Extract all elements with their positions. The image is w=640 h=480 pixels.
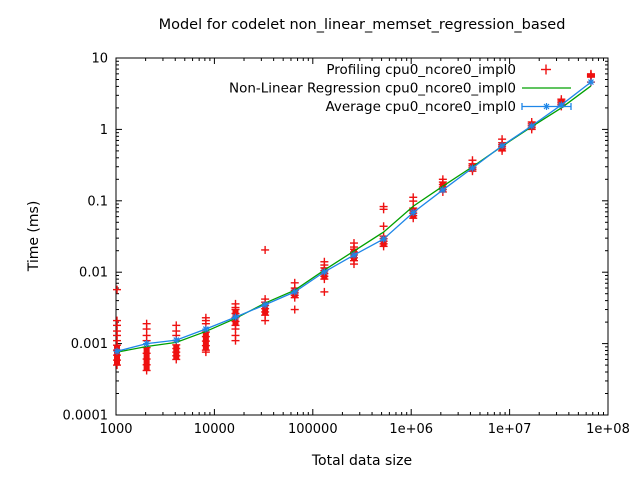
chart-title: Model for codelet non_linear_memset_regr… [159, 17, 566, 33]
x-axis-label: Total data size [311, 453, 412, 469]
legend-label-profiling: Profiling cpu0_ncore0_impl0 [326, 62, 516, 78]
y-tick-labels: 0.0001 0.001 0.01 0.1 1 10 [63, 52, 109, 424]
y-tick-label: 0.1 [87, 194, 108, 209]
legend-label-average: Average cpu0_ncore0_impl0 [325, 99, 516, 115]
legend-samples [521, 64, 572, 110]
x-tick-label: 1000 [99, 422, 132, 437]
y-tick-label: 1 [100, 123, 108, 138]
legend-label-regression: Non-Linear Regression cpu0_ncore0_impl0 [229, 81, 516, 97]
x-tick-label: 1e+06 [389, 422, 433, 437]
x-tick-label: 10000 [194, 422, 235, 437]
y-axis-label: Time (ms) [26, 201, 42, 273]
legend: Profiling cpu0_ncore0_impl0 Non-Linear R… [229, 62, 572, 115]
plot-frame [115, 57, 609, 416]
x-tick-label: 1e+07 [488, 422, 532, 437]
series-average-line [113, 78, 595, 355]
x-tick-label: 1e+08 [586, 422, 630, 437]
y-tick-label: 0.0001 [63, 409, 109, 424]
plot-border [115, 57, 609, 416]
axis-ticks [115, 57, 609, 416]
y-tick-label: 0.001 [71, 337, 108, 352]
y-tick-label: 0.01 [79, 266, 108, 281]
x-tick-label: 100000 [288, 422, 338, 437]
y-tick-label: 10 [91, 52, 108, 67]
x-tick-labels: 1000 10000 100000 1e+06 1e+07 1e+08 [99, 422, 629, 437]
